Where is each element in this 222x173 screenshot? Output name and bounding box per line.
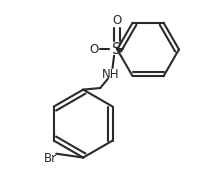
Text: S: S [113, 42, 122, 57]
Text: O: O [113, 13, 122, 27]
Text: O: O [89, 43, 99, 56]
Text: NH: NH [102, 68, 120, 81]
Text: Br: Br [44, 152, 57, 165]
